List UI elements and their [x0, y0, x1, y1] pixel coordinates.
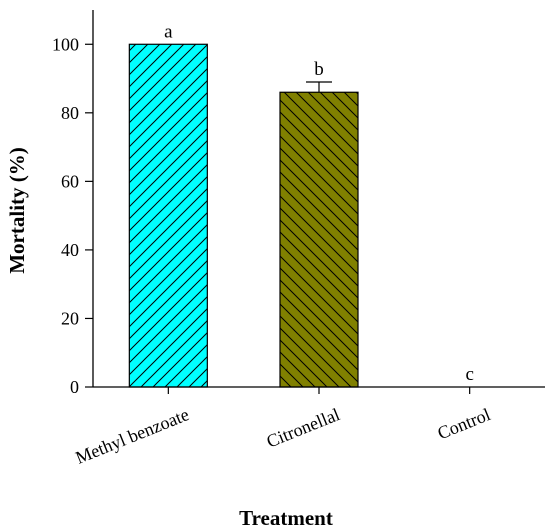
y-tick-label-3: 60	[61, 171, 79, 191]
x-tick-label-2: Control	[435, 404, 494, 443]
y-tick-label-0: 0	[70, 377, 79, 397]
y-tick-label-5: 100	[52, 34, 79, 54]
y-tick-label-2: 40	[61, 240, 79, 260]
significance-label-0: a	[164, 21, 173, 42]
y-tick-label-4: 80	[61, 103, 79, 123]
x-axis-title: Treatment	[239, 506, 333, 530]
x-tick-label-1: Citronellal	[264, 404, 343, 451]
y-axis-title: Mortality (%)	[5, 147, 29, 274]
significance-label-1: b	[314, 59, 324, 80]
bar-0	[128, 43, 208, 388]
y-tick-label-1: 20	[61, 308, 79, 328]
significance-label-2: c	[465, 364, 473, 385]
bar-1	[279, 91, 359, 388]
x-tick-label-0: Methyl benzoate	[73, 404, 192, 468]
